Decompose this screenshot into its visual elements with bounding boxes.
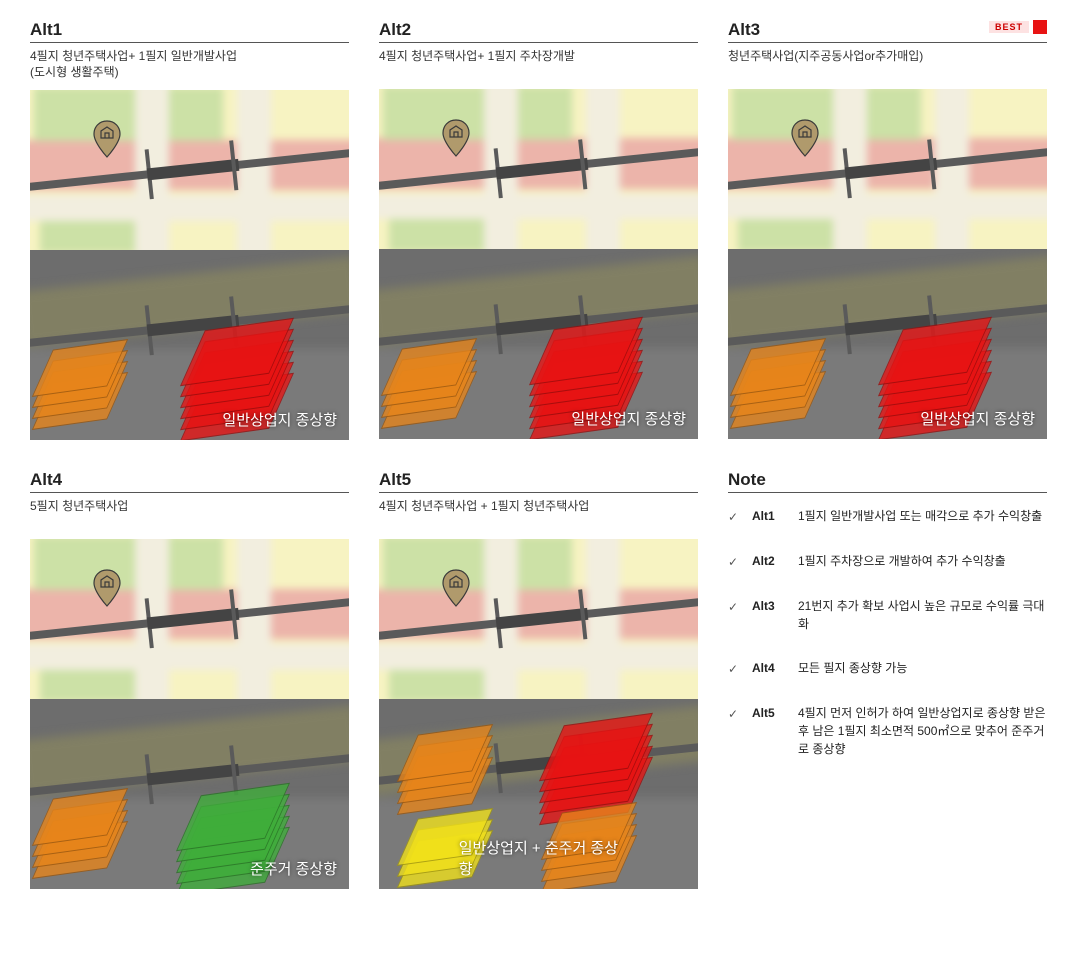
map-thumbnail [30,539,349,699]
best-badge: BEST [989,20,1047,34]
map-thumbnail [379,89,698,249]
alt-panel: Alt3 BEST 청년주택사업(지주공동사업or추가매입) [728,20,1047,440]
note-desc: 1필지 주차장으로 개발하여 추가 수익창출 [798,552,1047,571]
note-label: Alt2 [752,552,788,571]
note-item: ✓ Alt4 모든 필지 종상향 가능 [728,659,1047,678]
note-desc: 4필지 먼저 인허가 하여 일반상업지로 종상향 받은 후 남은 1필지 최소면… [798,704,1047,758]
massing-thumbnail: 일반상업지 + 준주거 종상향 [379,699,698,889]
note-label: Alt1 [752,507,788,526]
check-icon: ✓ [728,597,742,633]
caption-text: 일반상업지 종상향 [571,408,686,429]
note-item: ✓ Alt5 4필지 먼저 인허가 하여 일반상업지로 종상향 받은 후 남은 … [728,704,1047,758]
check-icon: ✓ [728,704,742,758]
location-pin-icon [92,120,122,158]
panel-subtitle: 4필지 청년주택사업+ 1필지 주차장개발 [379,49,698,79]
alt-panel: Alt4 5필지 청년주택사업 [30,470,349,889]
note-item: ✓ Alt2 1필지 주차장으로 개발하여 추가 수익창출 [728,552,1047,571]
alt-panel: Alt5 4필지 청년주택사업 + 1필지 청년주택사업 [379,470,698,889]
volume-stack [42,346,162,440]
panel-title: Alt1 [30,20,349,42]
volume-stack [391,345,511,439]
location-pin-icon [92,569,122,607]
note-label: Alt3 [752,597,788,633]
note-label: Alt4 [752,659,788,678]
panel-subtitle: 4필지 청년주택사업 + 1필지 청년주택사업 [379,499,698,529]
map-thumbnail [379,539,698,699]
alt-panel: Alt2 4필지 청년주택사업+ 1필지 주차장개발 [379,20,698,440]
note-item: ✓ Alt3 21번지 추가 확보 사업시 높은 규모로 수익률 극대화 [728,597,1047,633]
panel-title: Alt4 [30,470,349,492]
map-thumbnail [30,90,349,250]
massing-thumbnail: 일반상업지 종상향 [379,249,698,439]
location-pin-icon [441,119,471,157]
note-desc: 1필지 일반개발사업 또는 매각으로 추가 수익창출 [798,507,1047,526]
note-panel: Note ✓ Alt1 1필지 일반개발사업 또는 매각으로 추가 수익창출 ✓… [728,470,1047,889]
caption-text: 일반상업지 종상향 [222,409,337,430]
note-item: ✓ Alt1 1필지 일반개발사업 또는 매각으로 추가 수익창출 [728,507,1047,526]
panel-title: Alt2 [379,20,698,42]
note-desc: 21번지 추가 확보 사업시 높은 규모로 수익률 극대화 [798,597,1047,633]
caption-text: 준주거 종상향 [250,858,337,879]
alt-panel: Alt1 4필지 청년주택사업+ 1필지 일반개발사업(도시형 생활주택) [30,20,349,440]
panel-subtitle: 4필지 청년주택사업+ 1필지 일반개발사업(도시형 생활주택) [30,49,349,80]
volume-stack [740,345,860,439]
location-pin-icon [790,119,820,157]
panel-subtitle: 5필지 청년주택사업 [30,499,349,529]
check-icon: ✓ [728,552,742,571]
map-thumbnail [728,89,1047,249]
note-desc: 모든 필지 종상향 가능 [798,659,1047,678]
panel-title: Alt5 [379,470,698,492]
note-label: Alt5 [752,704,788,758]
caption-text: 일반상업지 종상향 [920,408,1035,429]
location-pin-icon [441,569,471,607]
caption-text: 일반상업지 + 준주거 종상향 [459,837,619,879]
massing-thumbnail: 일반상업지 종상향 [30,250,349,440]
massing-thumbnail: 준주거 종상향 [30,699,349,889]
check-icon: ✓ [728,507,742,526]
massing-thumbnail: 일반상업지 종상향 [728,249,1047,439]
note-title: Note [728,470,1047,492]
volume-stack [42,795,162,889]
check-icon: ✓ [728,659,742,678]
panel-subtitle: 청년주택사업(지주공동사업or추가매입) [728,49,1047,79]
